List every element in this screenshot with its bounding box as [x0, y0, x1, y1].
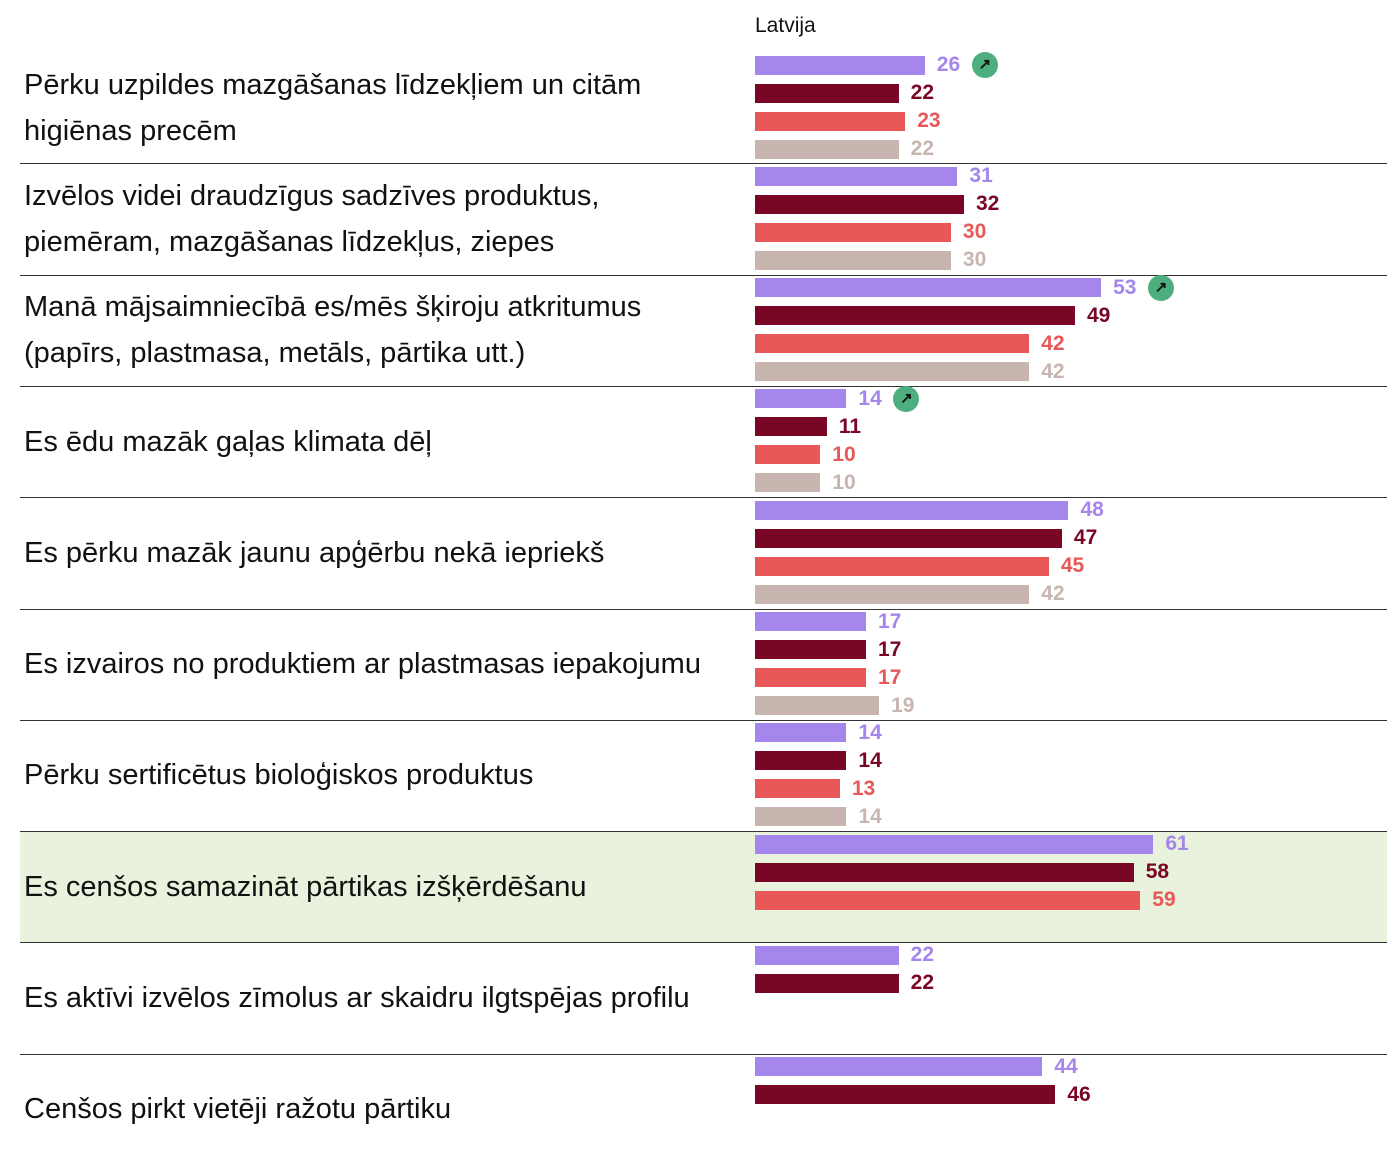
value-label: 22 [910, 137, 935, 160]
bar [755, 55, 925, 75]
bar [755, 111, 906, 131]
bar [755, 417, 827, 437]
bar [755, 862, 1134, 882]
value-label: 32 [975, 192, 1000, 216]
row-separator [20, 942, 1387, 944]
row-separator [20, 385, 1387, 387]
value-label: 26 [936, 53, 961, 76]
bar [755, 945, 899, 965]
value-label: 46 [1067, 1082, 1091, 1106]
bar [755, 612, 866, 631]
value-label: 19 [891, 693, 915, 717]
category-label: Es ēdu mazāk gaļas klimata dēļ [24, 425, 432, 458]
trend-up-icon: ↗ [1148, 274, 1175, 301]
bar [755, 139, 899, 159]
bar [755, 250, 951, 270]
bar [755, 222, 951, 242]
bar [755, 306, 1075, 326]
value-label: 30 [962, 248, 987, 272]
value-label: 61 [1165, 832, 1189, 856]
category-label: Es aktīvi izvēlos zīmolus ar skaidru ilg… [24, 982, 690, 1015]
value-label: 14 [858, 748, 882, 772]
value-label: 11 [838, 414, 862, 438]
bar [755, 668, 866, 687]
bar [755, 278, 1102, 298]
value-label: 42 [1041, 582, 1065, 606]
category-label: Es cenšos samazināt pārtikas izšķērdēšan… [24, 870, 587, 903]
row-separator [20, 497, 1387, 499]
value-label: 13 [851, 776, 876, 800]
bar [755, 500, 1069, 520]
bar [755, 1057, 1043, 1077]
value-label: 47 [1073, 526, 1098, 550]
value-label: 49 [1086, 303, 1111, 327]
row-separator [20, 608, 1387, 610]
value-label: 48 [1080, 498, 1104, 522]
bar [755, 556, 1049, 576]
value-label: 17 [878, 637, 902, 661]
value-label: 14 [858, 804, 882, 828]
bar [755, 723, 847, 743]
category-label: Izvēlos videi draudzīgus sadzīves produk… [24, 179, 600, 258]
bar [755, 973, 899, 993]
value-label: 44 [1054, 1054, 1078, 1078]
bar [755, 779, 840, 799]
bar [755, 194, 964, 214]
value-label: 45 [1060, 554, 1085, 578]
value-label: 14 [858, 720, 882, 744]
bar [755, 166, 958, 186]
category-label: Manā mājsaimniecībā es/mēs šķiroju atkri… [24, 291, 642, 370]
bar [755, 473, 821, 493]
value-label: 31 [969, 164, 993, 188]
value-label: 42 [1041, 331, 1065, 355]
bar [755, 696, 880, 715]
value-label: 22 [910, 971, 935, 995]
category-label: Pērku sertificētus bioloģiskos produktus [24, 759, 534, 792]
value-label: 42 [1041, 359, 1065, 383]
row-highlight [20, 831, 1387, 943]
bar [755, 528, 1062, 548]
column-title: Latvija [755, 14, 816, 37]
value-label: 17 [878, 609, 902, 633]
bar [755, 890, 1141, 910]
bar [755, 751, 847, 771]
row-separator [20, 1053, 1387, 1055]
bar [755, 1085, 1056, 1105]
bar [755, 807, 847, 827]
bar [755, 445, 821, 465]
trend-up-icon: ↗ [893, 385, 920, 412]
value-label: 30 [962, 220, 987, 244]
value-label: 14 [858, 386, 882, 410]
category-label: Cenšos pirkt vietēji ražotu pārtiku [24, 1093, 452, 1126]
bar [755, 362, 1030, 382]
value-label: 22 [910, 81, 935, 104]
value-label: 23 [917, 109, 941, 132]
value-label: 17 [878, 665, 902, 689]
bar [755, 83, 899, 103]
row-separator [20, 163, 1387, 165]
trend-up-icon: ↗ [971, 52, 998, 78]
value-label: 10 [832, 442, 856, 466]
value-label: 22 [910, 943, 935, 967]
bar [755, 584, 1030, 604]
category-label: Es pērku mazāk jaunu apģērbu nekā ieprie… [24, 536, 605, 569]
bar [755, 834, 1154, 854]
value-label: 58 [1145, 860, 1170, 884]
bar [755, 640, 866, 659]
category-label: Pērku uzpildes mazgāšanas līdzekļiem un … [24, 68, 642, 147]
row-separator [20, 719, 1387, 721]
bar [755, 334, 1030, 354]
value-label: 59 [1152, 888, 1176, 912]
value-label: 53 [1113, 275, 1137, 299]
category-label: Es izvairos no produktiem ar plastmasas … [24, 648, 701, 681]
value-label: 10 [832, 470, 856, 494]
row-separator [20, 274, 1387, 276]
bar [755, 389, 847, 409]
row-separator [20, 831, 1387, 833]
